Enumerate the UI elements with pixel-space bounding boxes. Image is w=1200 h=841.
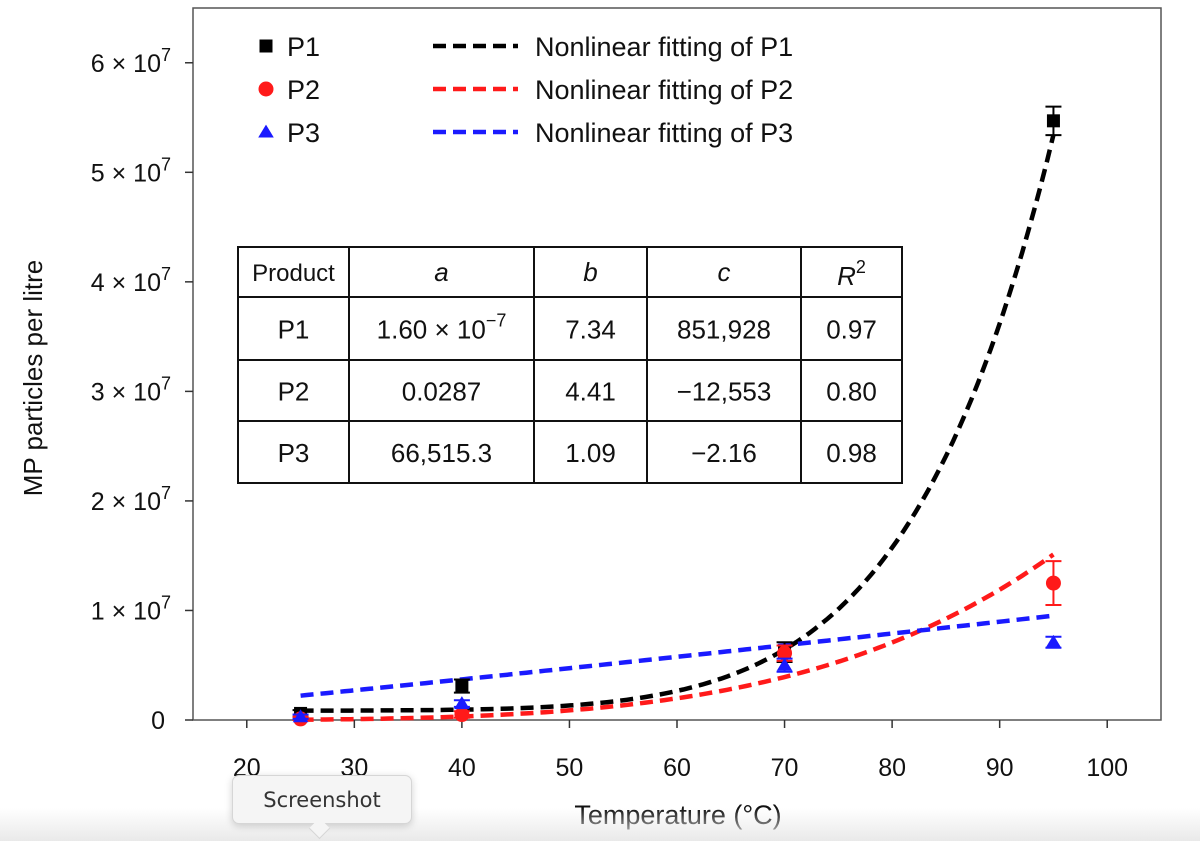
- table-header-r2-exponent: 2: [856, 257, 866, 277]
- screenshot-tooltip: Screenshot: [232, 775, 412, 824]
- y-tick-label-2-exponent: 7: [161, 483, 171, 503]
- point-p3-95: [1045, 634, 1062, 648]
- table-cell-product-p1: P1: [278, 315, 310, 345]
- legend-label-fit-p3: Nonlinear fitting of P3: [535, 118, 793, 148]
- y-tick-label-3: 3 × 107: [91, 373, 171, 406]
- y-tick-label-3-mantissa: 3 × 10: [91, 378, 161, 406]
- legend-label-fit-p2: Nonlinear fitting of P2: [535, 75, 793, 105]
- y-tick-label-3-exponent: 7: [161, 373, 171, 393]
- x-tick-label-70: 70: [771, 754, 799, 782]
- parameter-table: Product a b c R2 P1 1.60 × 10−7 7.34 851,928 0.97…: [237, 246, 903, 484]
- table-cell-c-p3: −2.16: [691, 438, 757, 468]
- fit-curve-p2: [300, 552, 1055, 722]
- fit-curve-p1: [300, 134, 1056, 713]
- table-cell-a-p2: 0.0287: [402, 377, 482, 407]
- table-cell-a-p1-mantissa: 1.60 × 10: [377, 315, 486, 345]
- y-tick-label-4: 4 × 107: [91, 264, 171, 297]
- table-cell-a-p1: 1.60 × 10−7: [377, 311, 507, 345]
- y-tick-label-5-mantissa: 5 × 10: [91, 159, 161, 187]
- y-tick-label-4-mantissa: 4 × 10: [91, 269, 161, 297]
- point-p3-25: [292, 709, 309, 723]
- point-p3-40: [454, 696, 470, 710]
- y-tick-label-1: 1 × 107: [91, 592, 171, 625]
- table-cell-a-p3: 66,515.3: [391, 438, 492, 468]
- x-tick-label-100: 100: [1086, 754, 1128, 782]
- table-cell-c-p1: 851,928: [677, 315, 771, 345]
- y-tick-label-1-mantissa: 1 × 10: [91, 597, 161, 625]
- y-tick-label-5-exponent: 7: [161, 154, 171, 174]
- table-cell-c-p2: −12,553: [677, 377, 772, 407]
- legend-label-p3: P3: [287, 118, 320, 148]
- fit-curve-p3: [300, 613, 1054, 698]
- fit-curves: [300, 134, 1056, 722]
- table-cell-r2-p2: 0.80: [826, 377, 877, 407]
- table-cell-b-p1: 7.34: [565, 315, 616, 345]
- point-p3-70: [776, 657, 793, 671]
- y-tick-label-1-exponent: 7: [161, 592, 171, 612]
- point-p1-40: [455, 679, 469, 693]
- y-tick-label-2: 2 × 107: [91, 483, 171, 516]
- table-cell-r2-p1: 0.97: [826, 315, 877, 345]
- table-header-a: a: [434, 257, 448, 287]
- table-cell-b-p3: 1.09: [565, 438, 616, 468]
- table-header-b: b: [583, 257, 597, 287]
- point-p1-95: [1046, 114, 1060, 128]
- table-header-r2-mantissa: R: [837, 261, 856, 291]
- x-tick-label-40: 40: [448, 754, 476, 782]
- table-cell-product-p2: P2: [278, 377, 310, 407]
- data-points: [292, 105, 1062, 727]
- y-tick-label-4-exponent: 7: [161, 264, 171, 284]
- table-header-r2: R2: [837, 257, 866, 291]
- y-tick-label-0: 0: [151, 707, 165, 735]
- legend-marker-p1: [259, 39, 273, 53]
- x-tick-label-80: 80: [878, 754, 906, 782]
- point-p2-40: [454, 707, 470, 723]
- y-tick-label-6-mantissa: 6 × 10: [91, 50, 161, 78]
- table-cell-r2-p3: 0.98: [826, 438, 877, 468]
- table-cell-b-p2: 4.41: [565, 377, 616, 407]
- table-header-product: Product: [252, 260, 335, 287]
- table-header-c: c: [718, 257, 731, 287]
- y-tick-label-2-mantissa: 2 × 10: [91, 488, 161, 516]
- y-axis-label: MP particles per litre: [18, 260, 48, 497]
- legend-label-p2: P2: [287, 75, 320, 105]
- table-cell-product-p3: P3: [278, 438, 310, 468]
- legend: P1 P2 P3 Nonlinear fitting of P1 Nonlinear f…: [258, 32, 793, 148]
- point-p2-70: [777, 645, 793, 661]
- legend-label-p1: P1: [287, 32, 320, 62]
- point-p2-95: [1045, 575, 1061, 591]
- table-cell-a-p1-exponent: −7: [486, 311, 507, 331]
- x-tick-label-90: 90: [986, 754, 1014, 782]
- legend-marker-p2: [258, 81, 274, 97]
- x-tick-label-60: 60: [663, 754, 691, 782]
- y-tick-label-6-exponent: 7: [161, 45, 171, 65]
- legend-marker-p3: [258, 124, 274, 138]
- tooltip-label: Screenshot: [263, 787, 381, 812]
- legend-label-fit-p1: Nonlinear fitting of P1: [535, 32, 793, 62]
- y-tick-label-6: 6 × 107: [91, 45, 171, 78]
- y-tick-label-5: 5 × 107: [91, 154, 171, 187]
- x-tick-label-50: 50: [556, 754, 584, 782]
- x-axis-label: Temperature (°C): [574, 800, 781, 830]
